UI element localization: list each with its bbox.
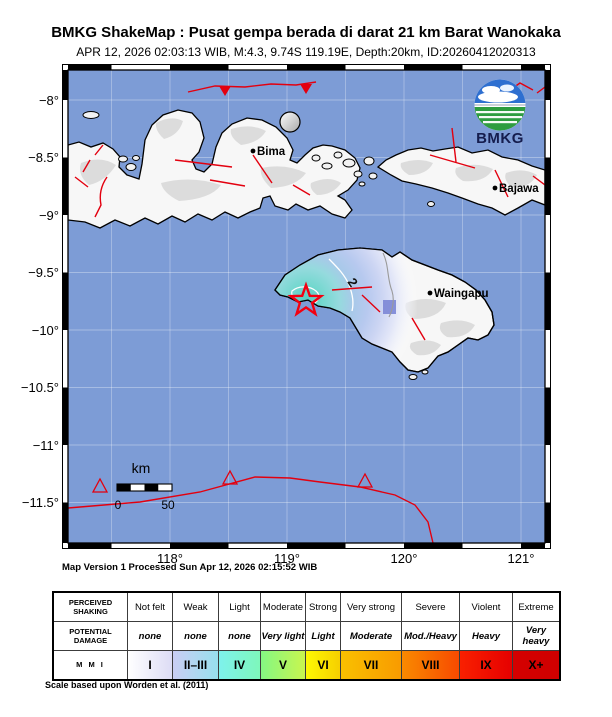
mmi-cell: II–III (172, 650, 218, 679)
y-tick-label: −8° (38, 92, 59, 108)
perceived-cell: Extreme (512, 593, 559, 621)
scale-bar-unit: km (132, 460, 151, 476)
intensity-edge-contour (382, 252, 394, 318)
perceived-cell: Light (218, 593, 260, 621)
intensity-contour-ii (328, 258, 354, 312)
scale-bar: km 0 50 (115, 460, 175, 512)
city-marker-bajawa: Bajawa (492, 183, 539, 195)
city-marker-waingapu: Waingapu (427, 288, 489, 300)
damage-cell: none (172, 621, 218, 650)
city-label-bima: Bima (257, 146, 286, 158)
perceived-cell: Violent (459, 593, 512, 621)
epicenter-star (287, 281, 325, 317)
y-tick-label: −10.5° (20, 380, 59, 395)
damage-cell: Moderate (340, 621, 401, 650)
shakemap-canvas: 2 (62, 64, 551, 549)
damage-cell: Heavy (459, 621, 512, 650)
island-sangeang (279, 111, 301, 133)
city-marker-bima: Bima (250, 146, 286, 158)
bmkg-logo-text: BMKG (476, 130, 524, 147)
komodo-islets (311, 151, 378, 187)
row-header-potential-damage: POTENTIAL DAMAGE (54, 621, 127, 650)
row-header-perceived-shaking: PERCEIVED SHAKING (68, 597, 113, 616)
x-tick-label: 121° (507, 551, 535, 566)
damage-cell: Mod./Heavy (401, 621, 459, 650)
mmi-cell: IX (459, 650, 512, 679)
mmi-cell: X+ (512, 650, 559, 679)
perceived-cell: Not felt (127, 593, 172, 621)
fault-lines (74, 82, 545, 341)
damage-cell: none (218, 621, 260, 650)
mmi-cell: I (127, 650, 172, 679)
event-subtitle: APR 12, 2026 02:03:13 WIB, M:4.3, 9.74S … (76, 45, 536, 59)
damage-cell: none (127, 621, 172, 650)
mmi-cell: VIII (401, 650, 459, 679)
y-tick-label: −9.5° (28, 265, 59, 280)
perceived-cell: Weak (172, 593, 218, 621)
intensity-grid-cell (383, 300, 396, 314)
map-version-line: Map Version 1 Processed Sun Apr 12, 2026… (62, 562, 318, 573)
damage-cell: Light (305, 621, 340, 650)
x-tick-label: 118° (157, 551, 183, 566)
row-header-mmi: M M I (54, 650, 127, 679)
island-flores (376, 146, 545, 216)
damage-cell: Very heavy (512, 621, 559, 650)
y-tick-label: −10° (31, 322, 59, 338)
city-label-waingapu: Waingapu (434, 288, 489, 300)
sumba-coastline (274, 247, 495, 373)
perceived-cell: Very strong (340, 593, 401, 621)
damage-cell: Very light (260, 621, 305, 650)
bmkg-logo: BMKG (474, 79, 526, 147)
subduction-trench-south (68, 469, 434, 543)
city-label-bajawa: Bajawa (499, 183, 539, 195)
intensity-table: PERCEIVED SHAKING Not felt Weak Light Mo… (52, 591, 561, 681)
y-tick-label: −8.5° (28, 150, 59, 165)
y-tick-label: −9° (38, 207, 59, 223)
y-tick-label: −11° (32, 437, 59, 453)
mmi-cell: VII (340, 650, 401, 679)
x-tick-label: 119° (274, 551, 300, 566)
island-sumbawa (68, 109, 361, 229)
mmi-cell: VI (305, 650, 340, 679)
perceived-cell: Strong (305, 593, 340, 621)
mmi-cell: V (260, 650, 305, 679)
scale-bar-max: 50 (161, 498, 175, 512)
scale-bar-min: 0 (115, 498, 122, 512)
map-frame (62, 64, 551, 549)
scale-reference-note: Scale based upon Worden et al. (2011) (45, 680, 209, 690)
perceived-cell: Moderate (260, 593, 305, 621)
perceived-cell: Severe (401, 593, 459, 621)
x-tick-label: 120° (390, 551, 418, 566)
subduction-trench-north (187, 81, 317, 96)
page-title: BMKG ShakeMap : Pusat gempa berada di da… (51, 24, 561, 41)
mmi-cell: IV (218, 650, 260, 679)
y-tick-label: −11.5° (21, 495, 59, 510)
